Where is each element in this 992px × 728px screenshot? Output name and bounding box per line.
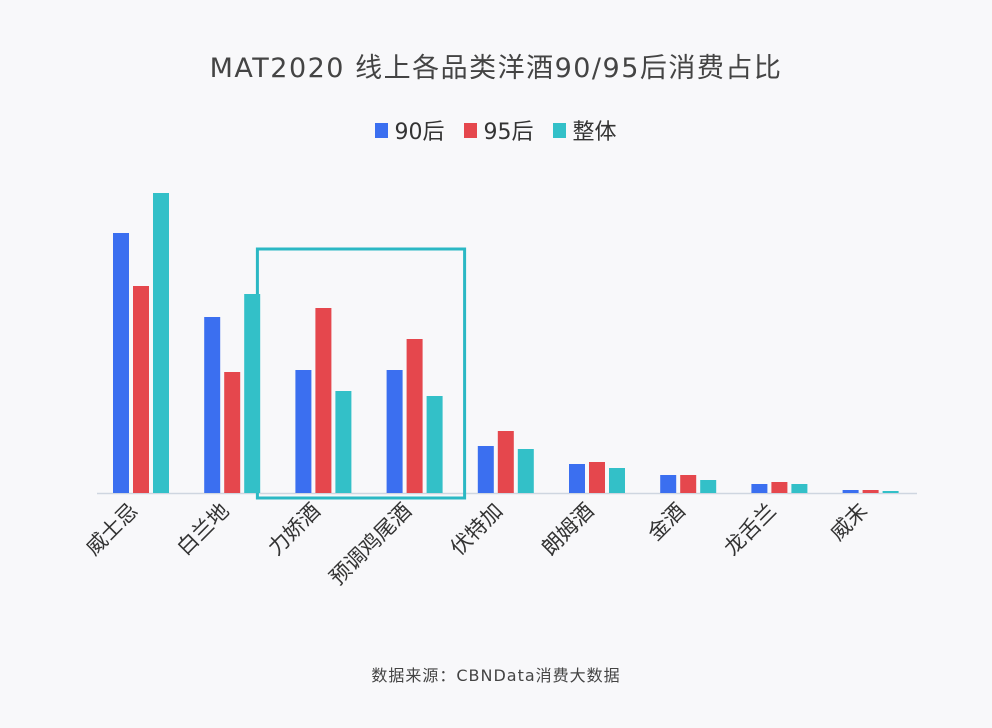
- bar-朗姆酒-整体: [609, 468, 625, 493]
- bar-预调鸡尾酒-95后: [406, 339, 423, 493]
- chart-title: MAT2020 线上各品类洋酒90/95后消费占比: [209, 53, 783, 84]
- legend-swatch-95: [464, 122, 478, 138]
- bar-朗姆酒-95后: [589, 462, 605, 493]
- bar-金酒-95后: [680, 475, 697, 493]
- legend-swatch-90: [375, 122, 389, 138]
- bar-龙舌兰-90后: [751, 484, 768, 493]
- bar-白兰地-95后: [224, 372, 241, 493]
- bar-威末-90后: [842, 490, 859, 493]
- bar-威士忌-95后: [133, 286, 149, 493]
- bar-金酒-整体: [700, 480, 717, 493]
- category-label: 白兰地: [172, 499, 234, 561]
- category-label: 威末: [825, 499, 872, 546]
- bar-龙舌兰-95后: [771, 482, 788, 493]
- legend-item-90: 90后: [375, 114, 444, 146]
- legend-label-90: 90后: [394, 120, 445, 145]
- bar-威士忌-90后: [113, 233, 129, 493]
- bar-预调鸡尾酒-整体: [426, 396, 443, 493]
- bar-力娇酒-整体: [335, 391, 352, 493]
- category-label: 预调鸡尾酒: [325, 499, 416, 590]
- legend-label-95: 95后: [483, 120, 534, 145]
- bar-威末-95后: [862, 490, 879, 493]
- category-label: 朗姆酒: [537, 499, 599, 561]
- bar-白兰地-90后: [204, 317, 221, 493]
- bar-白兰地-整体: [244, 294, 261, 493]
- bar-龙舌兰-整体: [791, 484, 808, 493]
- category-label: 金酒: [643, 499, 690, 546]
- source-note: 数据来源：CBNData消费大数据: [371, 666, 621, 685]
- bar-力娇酒-90后: [295, 370, 312, 493]
- bar-伏特加-90后: [477, 446, 494, 493]
- bar-预调鸡尾酒-90后: [386, 370, 403, 493]
- legend-item-overall: 整体: [553, 114, 617, 146]
- category-label: 伏特加: [446, 499, 508, 561]
- bar-威士忌-整体: [153, 193, 169, 493]
- legend: 90后 95后 整体: [0, 114, 992, 146]
- category-label: 龙舌兰: [719, 499, 781, 561]
- bar-金酒-90后: [660, 475, 677, 493]
- bar-威末-整体: [882, 491, 899, 493]
- legend-swatch-overall: [553, 122, 567, 138]
- bar-朗姆酒-90后: [569, 464, 585, 493]
- bar-伏特加-整体: [517, 449, 534, 493]
- bar-伏特加-95后: [497, 431, 514, 493]
- bar-力娇酒-95后: [315, 308, 332, 493]
- category-label: 威士忌: [81, 499, 143, 561]
- legend-label-overall: 整体: [572, 120, 617, 145]
- category-label: 力娇酒: [263, 499, 325, 561]
- legend-item-95: 95后: [464, 114, 533, 146]
